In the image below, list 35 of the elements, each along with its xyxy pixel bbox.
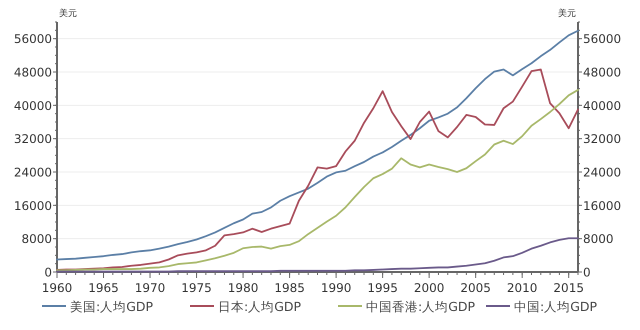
y2-tick-label: 8000 xyxy=(583,232,614,246)
x-tick-label: 1990 xyxy=(320,281,352,295)
x-tick-label: 1970 xyxy=(134,281,166,295)
x-tick-label: 1975 xyxy=(181,281,212,295)
x-tick-label: 1995 xyxy=(367,281,398,295)
y-tick-label: 8000 xyxy=(21,232,52,246)
y2-tick-label: 40000 xyxy=(583,98,622,113)
y-tick-label: 24000 xyxy=(14,166,52,180)
line-series xyxy=(56,30,579,260)
x-tick-label: 2015 xyxy=(553,281,584,295)
x-tick-label: 2000 xyxy=(414,281,444,295)
legend-label: 中国:人均GDP xyxy=(514,299,598,314)
y2-tick-label: 48000 xyxy=(583,66,622,80)
x-tick-label: 2005 xyxy=(460,281,491,295)
y2-tick-label: 32000 xyxy=(583,132,622,146)
x-tick-label: 1985 xyxy=(274,281,305,295)
y-tick-label: 32000 xyxy=(14,132,52,146)
y2-tick-label: 0 xyxy=(583,266,591,280)
y-tick-label: 48000 xyxy=(14,66,52,80)
y-tick-label: 16000 xyxy=(14,198,52,213)
y-axis-title: 美元 xyxy=(59,8,77,19)
x-tick-label: 1960 xyxy=(42,281,72,295)
x-tick-label: 1965 xyxy=(88,281,119,295)
legend-label: 中国香港:人均GDP xyxy=(366,299,476,314)
x-tick-label: 2010 xyxy=(506,281,538,295)
y-tick-label: 40000 xyxy=(14,98,52,113)
y-tick-label: 56000 xyxy=(14,32,52,46)
y2-axis-title: 美元 xyxy=(558,8,576,19)
y-tick-label: 0 xyxy=(44,266,52,280)
x-tick-label: 1980 xyxy=(228,281,258,295)
legend-label: 美国:人均GDP xyxy=(70,299,154,314)
y2-tick-label: 56000 xyxy=(583,32,622,46)
legend-label: 日本:人均GDP xyxy=(218,299,302,314)
y2-tick-label: 16000 xyxy=(583,198,622,213)
y2-tick-label: 24000 xyxy=(583,166,622,180)
